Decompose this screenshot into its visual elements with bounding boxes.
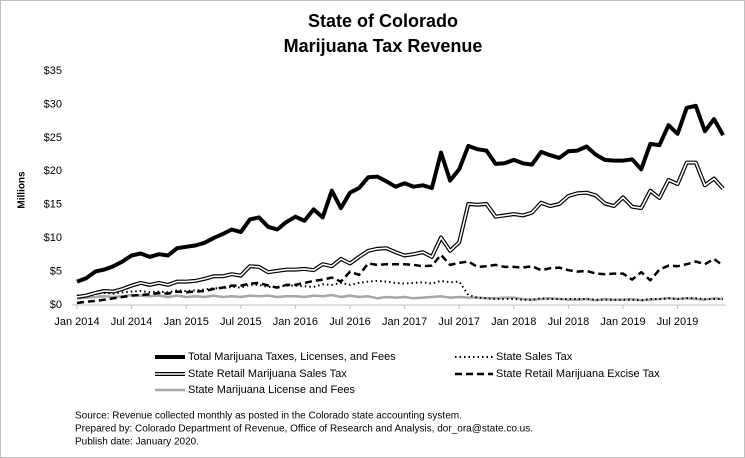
legend-label: State Retail Marijuana Excise Tax <box>496 368 660 380</box>
legend-label: State Sales Tax <box>496 351 573 363</box>
series-line <box>76 103 725 284</box>
y-tick-label: $25 <box>44 132 62 144</box>
x-tick-label: Jul 2015 <box>220 316 262 328</box>
y-tick-label: $20 <box>44 165 62 177</box>
x-tick-label: Jul 2019 <box>657 316 699 328</box>
y-tick-label: $35 <box>44 65 62 77</box>
x-tick-label: Jul 2016 <box>329 316 371 328</box>
chart-title: State of Colorado <box>308 11 458 31</box>
y-axis-label: Millions <box>17 171 28 209</box>
y-tick-label: $5 <box>50 265 62 277</box>
x-tick-label: Jan 2014 <box>54 316 99 328</box>
y-tick-label: $30 <box>44 98 62 110</box>
series-line <box>76 253 724 305</box>
x-tick-label: Jul 2018 <box>548 316 590 328</box>
legend-label: State Retail Marijuana Sales Tax <box>188 368 347 380</box>
x-tick-label: Jan 2019 <box>600 316 645 328</box>
x-tick-label: Jan 2017 <box>382 316 427 328</box>
y-tick-label: $10 <box>44 232 62 244</box>
y-tick-label: $15 <box>44 199 62 211</box>
x-tick-label: Jan 2015 <box>164 316 209 328</box>
chart-subtitle: Marijuana Tax Revenue <box>284 36 483 56</box>
x-tick-label: Jul 2017 <box>438 316 480 328</box>
footnote: Prepared by: Colorado Department of Reve… <box>75 424 533 435</box>
footnote: Source: Revenue collected monthly as pos… <box>75 411 462 422</box>
series-line-inner <box>76 161 724 298</box>
x-tick-label: Jan 2018 <box>491 316 536 328</box>
x-tick-label: Jan 2016 <box>273 316 318 328</box>
y-tick-label: $0 <box>50 299 62 311</box>
legend-label: State Marijuana License and Fees <box>188 384 355 396</box>
series-line <box>76 279 724 302</box>
legend-label: Total Marijuana Taxes, Licenses, and Fee… <box>188 351 396 363</box>
footnote: Publish date: January 2020. <box>75 437 199 448</box>
x-tick-label: Jul 2014 <box>111 316 153 328</box>
